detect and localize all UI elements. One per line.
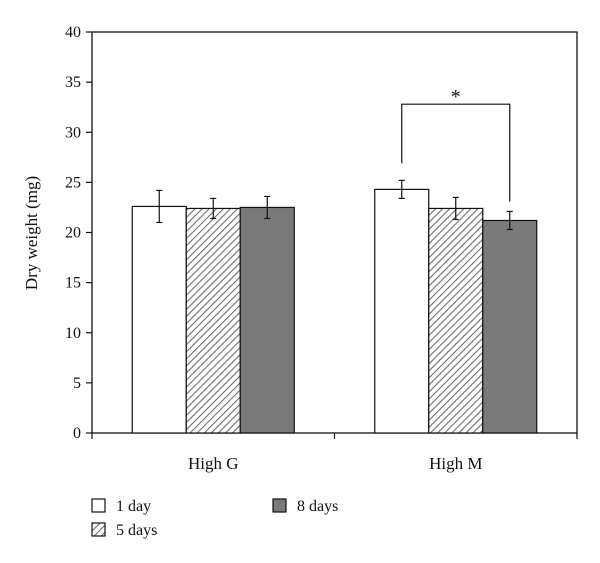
legend-swatch (272, 498, 287, 513)
y-axis-ticks: 0 5 10 15 20 25 30 35 40 (65, 24, 92, 442)
legend: 1 day 5 days 8 days (91, 498, 338, 539)
y-tick-label: 25 (65, 174, 81, 191)
error-bars (156, 179, 513, 231)
y-tick-label: 15 (65, 275, 81, 292)
legend-swatch (91, 522, 106, 537)
y-tick-label: 20 (65, 225, 81, 242)
y-tick-label: 30 (65, 124, 81, 141)
y-tick-label: 35 (65, 74, 81, 91)
x-tick-label: High M (429, 454, 482, 473)
bar (374, 188, 430, 434)
significance-star: * (451, 86, 461, 108)
x-tick-label: High G (188, 454, 239, 473)
y-tick-label: 10 (65, 325, 81, 342)
bar (482, 219, 538, 434)
bar (239, 206, 295, 434)
significance-annotation: * (401, 86, 511, 202)
y-tick-label: 40 (65, 24, 81, 41)
y-tick-label: 0 (73, 425, 81, 442)
bar (131, 205, 187, 434)
significance-bracket (401, 103, 511, 202)
legend-label: 8 days (297, 498, 338, 515)
legend-label: 5 days (116, 522, 157, 539)
bar (185, 207, 241, 434)
legend-label: 1 day (116, 498, 151, 515)
y-axis-label: Dry weight (mg) (22, 176, 41, 290)
bar (428, 207, 484, 434)
bars (131, 188, 538, 434)
x-axis-labels: High G High M (91, 433, 578, 473)
legend-swatch (91, 498, 106, 513)
y-tick-label: 5 (73, 375, 81, 392)
